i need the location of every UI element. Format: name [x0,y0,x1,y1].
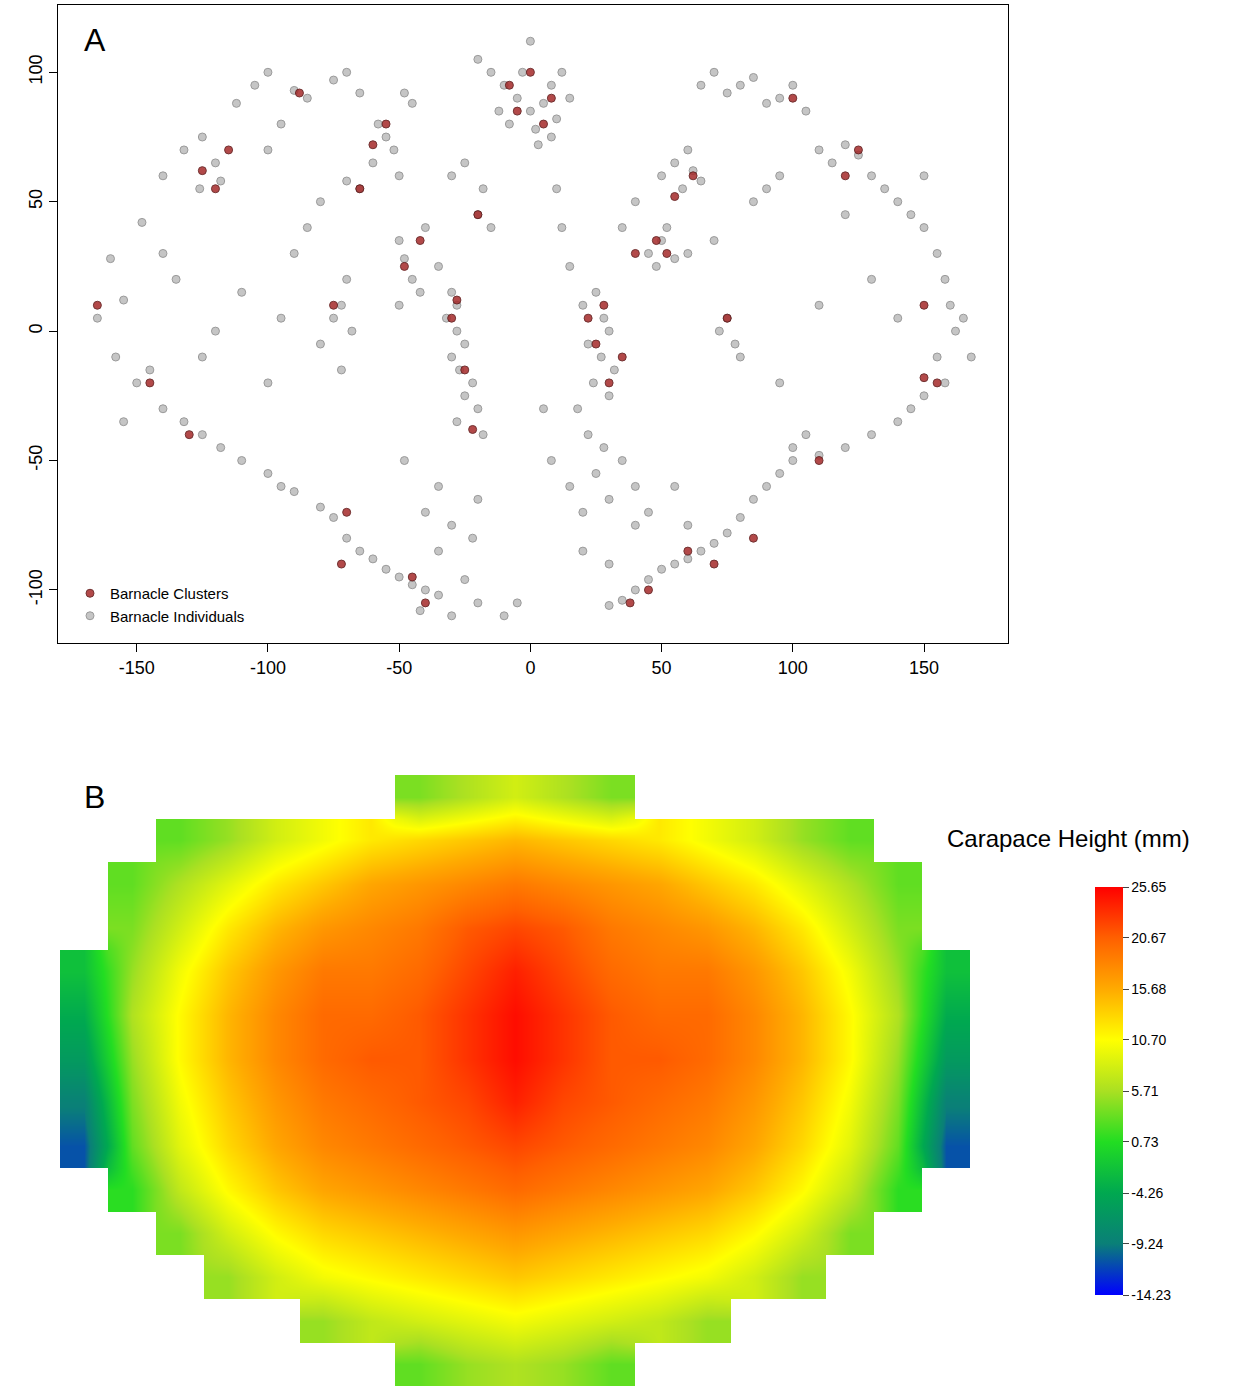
svg-text:100: 100 [26,55,46,85]
svg-text:20.67: 20.67 [1131,930,1166,946]
svg-text:-9.24: -9.24 [1131,1236,1163,1252]
svg-text:-50: -50 [26,445,46,471]
svg-text:Carapace Height (mm): Carapace Height (mm) [947,825,1190,852]
svg-text:10.70: 10.70 [1131,1032,1166,1048]
svg-text:100: 100 [778,658,808,678]
svg-text:A: A [84,22,106,58]
svg-text:0.73: 0.73 [1131,1134,1158,1150]
svg-text:-14.23: -14.23 [1131,1287,1171,1303]
svg-text:50: 50 [652,658,672,678]
svg-text:15.68: 15.68 [1131,981,1166,997]
svg-text:0: 0 [525,658,535,678]
svg-text:Barnacle Individuals: Barnacle Individuals [110,608,244,625]
svg-text:-100: -100 [26,569,46,605]
svg-text:5.71: 5.71 [1131,1083,1158,1099]
svg-text:0: 0 [26,323,46,333]
svg-text:B: B [84,779,105,815]
svg-text:-100: -100 [250,658,286,678]
svg-text:Barnacle Clusters: Barnacle Clusters [110,585,228,602]
svg-text:-150: -150 [119,658,155,678]
svg-text:-4.26: -4.26 [1131,1185,1163,1201]
svg-text:50: 50 [26,189,46,209]
svg-text:25.65: 25.65 [1131,879,1166,895]
svg-text:-50: -50 [386,658,412,678]
svg-text:150: 150 [909,658,939,678]
